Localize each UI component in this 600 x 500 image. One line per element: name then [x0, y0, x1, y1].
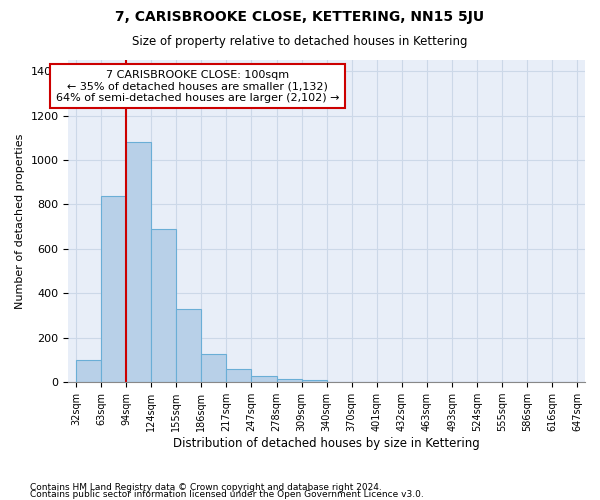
Bar: [251, 376, 277, 382]
Text: 7 CARISBROOKE CLOSE: 100sqm
← 35% of detached houses are smaller (1,132)
64% of : 7 CARISBROOKE CLOSE: 100sqm ← 35% of det…: [56, 70, 340, 103]
Bar: [202, 354, 226, 382]
Bar: [126, 142, 151, 382]
Bar: [76, 360, 101, 382]
Text: Contains HM Land Registry data © Crown copyright and database right 2024.: Contains HM Land Registry data © Crown c…: [30, 484, 382, 492]
Bar: [277, 379, 302, 382]
Bar: [176, 309, 202, 382]
Text: Size of property relative to detached houses in Kettering: Size of property relative to detached ho…: [132, 35, 468, 48]
X-axis label: Distribution of detached houses by size in Kettering: Distribution of detached houses by size …: [173, 437, 480, 450]
Y-axis label: Number of detached properties: Number of detached properties: [15, 134, 25, 309]
Text: 7, CARISBROOKE CLOSE, KETTERING, NN15 5JU: 7, CARISBROOKE CLOSE, KETTERING, NN15 5J…: [115, 10, 485, 24]
Text: Contains public sector information licensed under the Open Government Licence v3: Contains public sector information licen…: [30, 490, 424, 499]
Bar: [302, 380, 327, 382]
Bar: [226, 369, 251, 382]
Bar: [151, 229, 176, 382]
Bar: [101, 196, 126, 382]
